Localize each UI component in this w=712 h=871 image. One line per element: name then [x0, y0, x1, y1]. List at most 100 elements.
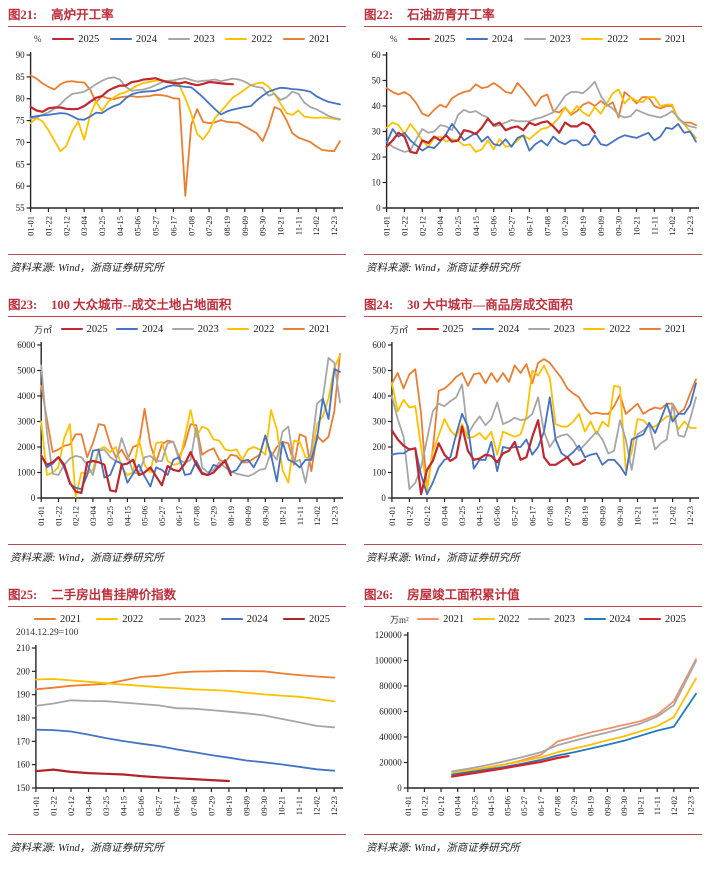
x-axis-label: 05-27 — [507, 216, 517, 236]
x-axis-label: 12-23 — [329, 216, 339, 236]
legend-label: 2023 — [554, 613, 576, 625]
x-axis-label: 07-08 — [191, 506, 201, 526]
y-axis-label: 30 — [372, 127, 382, 137]
x-axis-label: 12-23 — [685, 216, 695, 236]
legend-item: 2025 — [283, 614, 330, 625]
legend-item: 2022 — [583, 324, 630, 335]
x-axis-label: 08-19 — [580, 506, 590, 526]
legend-label: 2022 — [607, 33, 629, 45]
y-axis-label: 20000 — [379, 758, 402, 768]
series-line-2025 — [29, 77, 234, 113]
series-line-2024 — [451, 692, 697, 776]
series-line-2024 — [29, 84, 341, 121]
x-axis-label: 01-01 — [26, 216, 36, 236]
y-axis-label: 190 — [16, 690, 30, 700]
y-axis-label: 80000 — [379, 681, 402, 691]
y-axis-label: 4000 — [17, 391, 36, 401]
x-axis-label: 01-22 — [48, 796, 58, 816]
axis-unit-label: 万m² — [390, 614, 409, 625]
legend-label: 2021 — [664, 33, 686, 45]
x-axis-label: 01-01 — [382, 216, 392, 236]
legend-swatch — [282, 327, 305, 331]
legend-item: 2023 — [523, 34, 571, 45]
legend-item: 2023 — [527, 324, 575, 335]
figure-title: 二手房出售挂牌价指数 — [51, 588, 177, 602]
x-axis-label: 09-30 — [260, 506, 270, 526]
x-axis-label: 08-19 — [578, 216, 588, 236]
legend-swatch — [283, 617, 305, 621]
x-axis-label: 09-09 — [596, 216, 606, 236]
x-axis-label: 01-01 — [31, 796, 41, 816]
x-axis-label: 01-22 — [53, 506, 63, 526]
figure-label: 图21: — [8, 8, 38, 22]
x-axis-label: 05-06 — [492, 506, 502, 526]
x-axis-label: 01-01 — [36, 506, 46, 526]
series-line-2024 — [40, 368, 341, 491]
legend-swatch — [416, 327, 439, 331]
title-rule — [8, 606, 346, 607]
x-axis-label: 07-08 — [545, 506, 555, 526]
x-axis-label: 09-09 — [602, 796, 612, 816]
x-axis-label: 03-04 — [440, 505, 450, 526]
legend-item: 2023 — [158, 614, 206, 625]
y-axis-label: 200 — [372, 442, 386, 452]
figure-block: 图21: 高炉开工率% 2025 2024 2023 2022 2021 55 60 65 70 75… — [0, 0, 356, 290]
x-axis-label: 12-23 — [685, 506, 695, 526]
y-axis-label: 210 — [16, 643, 30, 653]
x-axis-label: 05-27 — [510, 506, 520, 526]
x-axis-label: 01-01 — [387, 506, 397, 526]
series-line-2023 — [34, 699, 336, 729]
figure-title: 30 大中城市—商品房成交面积 — [407, 298, 573, 312]
legend-item: 2024 — [116, 324, 163, 335]
legend-label: 2025 — [442, 323, 464, 335]
title-rule — [364, 606, 702, 607]
legend-swatch — [52, 37, 75, 41]
x-axis-label: 06-17 — [524, 216, 534, 236]
title-rule — [364, 316, 702, 317]
legend: 2021 2022 2023 2024 2025 — [8, 609, 346, 627]
x-axis-label: 03-25 — [453, 216, 463, 236]
series-line-2023 — [40, 356, 341, 484]
series-line-2024 — [34, 728, 336, 772]
legend-item: 2022 — [96, 614, 143, 625]
legend-item: 2021 — [282, 324, 330, 335]
legend-item: 2024 — [472, 324, 519, 335]
figure-title-row: 图26: 房屋竣工面积累计值 — [364, 588, 702, 603]
x-axis-label: 09-09 — [241, 796, 251, 816]
x-axis-label: 07-29 — [204, 216, 214, 236]
figure-label: 图23: — [8, 298, 38, 312]
x-axis-label: 04-15 — [122, 506, 132, 526]
legend-swatch — [472, 327, 495, 331]
series-line-2022 — [34, 678, 336, 703]
legend-label: 2022 — [251, 33, 273, 45]
plot: 0 20000 40000 60000 80000 100000 120000 01-01 01… — [375, 630, 699, 816]
source-text: 资料来源: Wind，浙商证券研究所 — [364, 834, 702, 855]
legend-label: 2021 — [60, 613, 81, 625]
title-rule — [8, 316, 346, 317]
x-axis-label: 05-06 — [136, 796, 146, 816]
x-axis-label: 06-17 — [536, 796, 546, 816]
legend: 万㎡ 2025 2024 2023 2022 2021 — [364, 319, 702, 337]
figure-block: 图24: 30 大中城市—商品房成交面积 万㎡ 2025 2024 2023 2022 202… — [356, 290, 712, 580]
legend-item: 2025 — [60, 324, 108, 335]
y-axis-label: 160 — [16, 760, 30, 770]
x-axis-label: 10-21 — [632, 216, 642, 236]
legend-swatch — [220, 617, 243, 621]
x-axis-label: 05-27 — [151, 216, 161, 236]
y-axis-label: 70 — [16, 137, 26, 147]
x-axis-label: 07-29 — [560, 216, 570, 236]
legend-swatch — [638, 327, 661, 331]
figure-label: 图22: — [364, 8, 394, 22]
series-line-2023 — [385, 80, 697, 153]
x-axis-label: 07-08 — [186, 216, 196, 236]
x-axis-label: 06-17 — [168, 216, 178, 236]
x-axis-label: 09-09 — [243, 506, 253, 526]
y-axis-label: 0 — [381, 493, 386, 503]
y-axis-label: 0 — [376, 203, 381, 213]
legend-swatch — [227, 327, 250, 331]
x-axis-label: 02-12 — [71, 506, 81, 526]
y-axis-label: 60 — [16, 181, 26, 191]
legend-swatch — [528, 617, 551, 621]
y-axis-label: 500 — [372, 366, 386, 376]
